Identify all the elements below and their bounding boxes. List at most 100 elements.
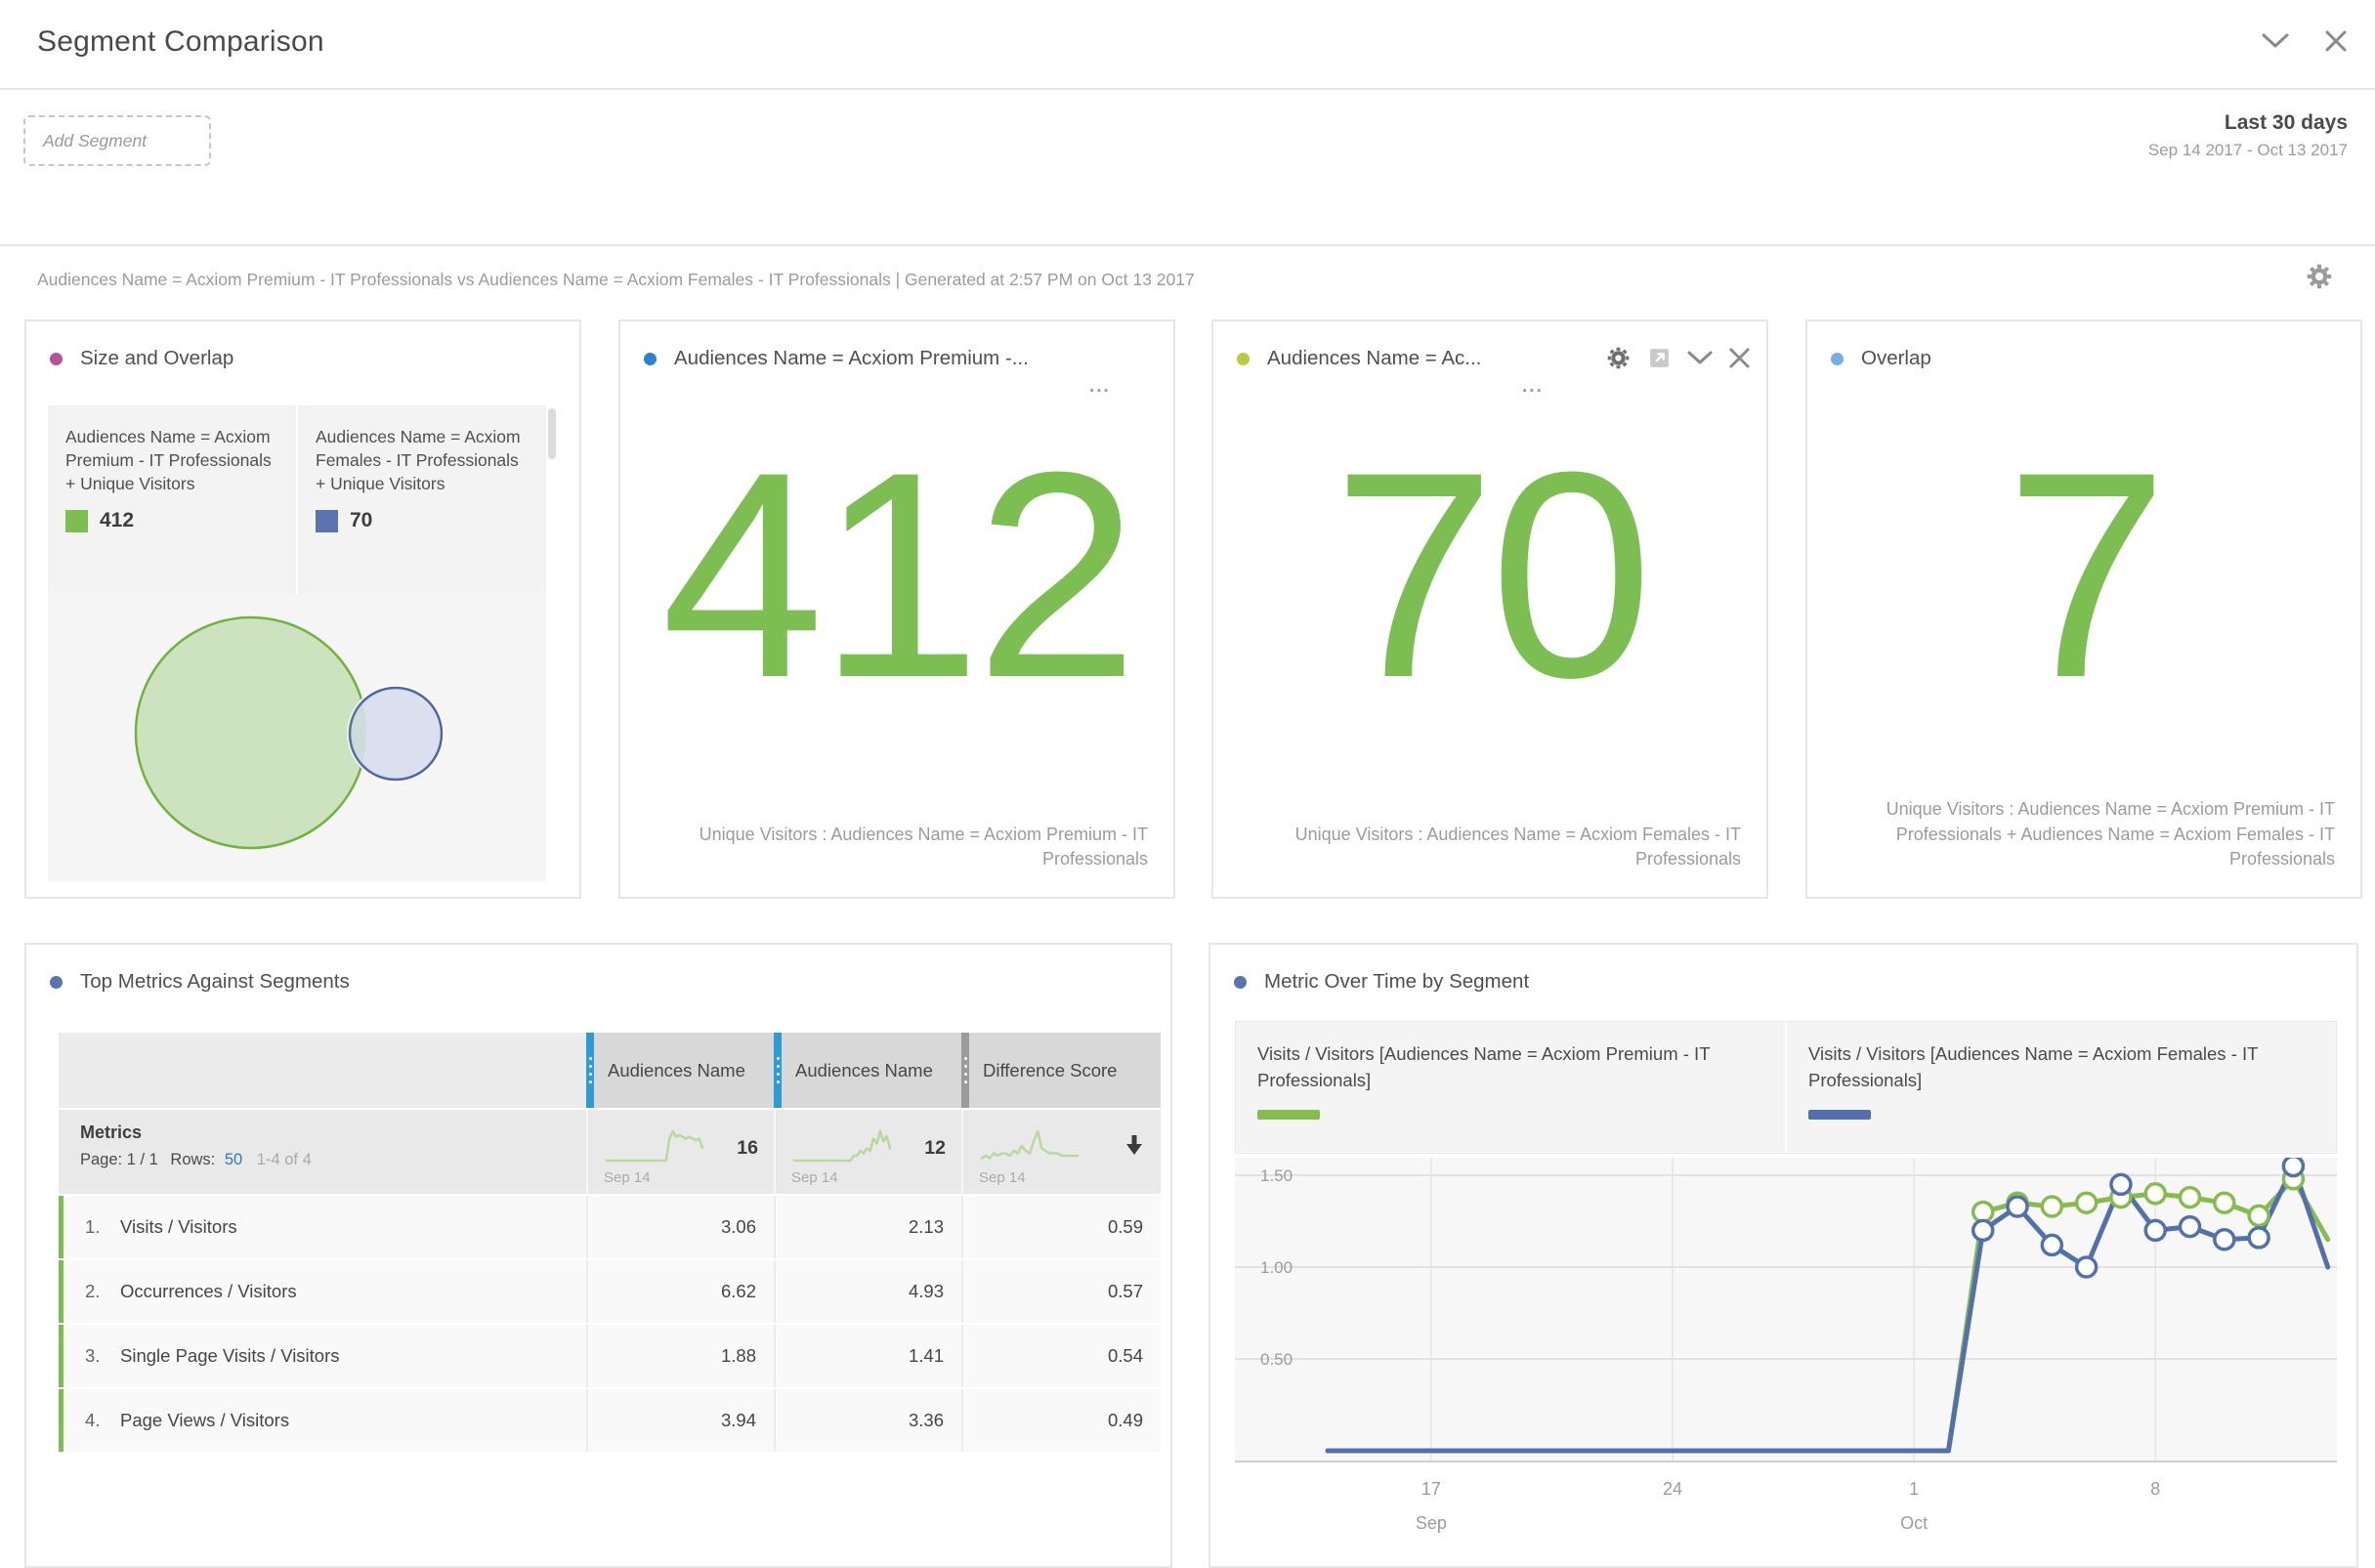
date-range-label: Last 30 days (2224, 111, 2348, 134)
column-header-premium[interactable]: Audiences Name (586, 1033, 774, 1108)
metric-over-time-plot: 0.50 1.00 1.50 17 Sep 24 1 Oct 8 (1235, 1154, 2337, 1539)
cell-value: 0.59 (961, 1196, 1161, 1258)
card-settings-gear-icon[interactable] (1605, 345, 1632, 371)
row-index: 3. (85, 1345, 101, 1366)
card-color-dot (1234, 975, 1247, 989)
sparkline-females (791, 1124, 893, 1168)
row-index: 1. (85, 1216, 101, 1237)
column-drag-handle[interactable] (774, 1033, 782, 1108)
column-header-label: Audiences Name (795, 1059, 933, 1081)
report-description: Audiences Name = Acxiom Premium - IT Pro… (37, 270, 1195, 289)
rows-range: 1-4 of 4 (256, 1151, 312, 1168)
title-overflow-ellipsis: ... (1089, 376, 1111, 397)
card-title: Size and Overlap (80, 347, 234, 369)
chart-legend: Visits / Visitors [Audiences Name = Acxi… (1235, 1021, 2337, 1154)
table-row[interactable]: 4. Page Views / Visitors 3.94 3.36 0.49 (59, 1389, 1161, 1452)
table-corner-cell (59, 1033, 586, 1108)
table-row[interactable]: 1. Visits / Visitors 3.06 2.13 0.59 (59, 1196, 1161, 1258)
card-title: Overlap (1861, 347, 1931, 369)
cell-value: 0.57 (961, 1260, 1161, 1323)
sparkline-cell-premium: Sep 14 16 (586, 1110, 774, 1194)
legend-item-females: Visits / Visitors [Audiences Name = Acxi… (1787, 1022, 2336, 1153)
svg-text:Oct: Oct (1900, 1513, 1928, 1533)
chevron-down-icon[interactable] (1687, 351, 1713, 365)
svg-text:24: 24 (1663, 1479, 1682, 1499)
date-range-picker[interactable]: Last 30 days Sep 14 2017 - Oct 13 2017 (2148, 111, 2348, 160)
legend-label: Visits / Visitors [Audiences Name = Acxi… (1808, 1043, 2259, 1090)
add-segment-label: Add Segment (43, 130, 148, 150)
column-drag-handle[interactable] (961, 1033, 969, 1108)
row-index: 4. (85, 1410, 101, 1430)
legend-swatch (316, 510, 338, 533)
card-color-dot (644, 352, 657, 365)
scrollbar[interactable] (546, 405, 558, 881)
metric-name: Single Page Visits / Visitors (120, 1345, 340, 1366)
rows-label: Rows: (170, 1151, 216, 1168)
legend-label: Visits / Visitors [Audiences Name = Acxi… (1257, 1043, 1711, 1090)
cell-value: 1.41 (774, 1325, 961, 1387)
card-title: Metric Over Time by Segment (1264, 970, 1530, 993)
svg-text:1.50: 1.50 (1260, 1166, 1293, 1185)
column-header-label: Audiences Name (608, 1059, 745, 1081)
column-header-difference[interactable]: Difference Score (961, 1033, 1161, 1108)
card-color-dot (50, 975, 63, 989)
big-number-caption: Unique Visitors : Audiences Name = Acxio… (1886, 799, 2335, 869)
legend-value: 70 (350, 509, 373, 532)
cell-value: 3.06 (586, 1196, 774, 1258)
metrics-label: Metrics (80, 1123, 143, 1142)
page-indicator: Page: 1 / 1 (80, 1151, 158, 1168)
venn-legend-label: Audiences Name = Acxiom Females - IT Pro… (316, 427, 521, 494)
cell-value: 0.49 (961, 1389, 1161, 1452)
metric-name: Page Views / Visitors (120, 1410, 290, 1430)
metrics-table: Audiences Name Audiences Name Difference… (59, 1033, 1161, 1452)
card-title: Top Metrics Against Segments (80, 970, 350, 993)
segment-bar: Add Segment Last 30 days Sep 14 2017 - O… (0, 90, 2375, 246)
export-icon[interactable] (1647, 346, 1672, 370)
svg-text:8: 8 (2150, 1479, 2160, 1499)
legend-item-premium: Visits / Visitors [Audiences Name = Acxi… (1236, 1022, 1785, 1153)
rows-count-link[interactable]: 50 (224, 1151, 243, 1168)
add-segment-button[interactable]: Add Segment (23, 115, 211, 166)
date-range-dates: Sep 14 2017 - Oct 13 2017 (2147, 141, 2348, 159)
big-number-caption: Unique Visitors : Audiences Name = Acxio… (1294, 824, 1741, 869)
table-row[interactable]: 3. Single Page Visits / Visitors 1.88 1.4… (59, 1325, 1161, 1387)
svg-text:Sep: Sep (1416, 1513, 1447, 1533)
collapse-chevron-icon[interactable] (2262, 33, 2289, 49)
sort-descending-icon[interactable] (1124, 1133, 1145, 1176)
card-title: Audiences Name = Ac... (1267, 347, 1482, 369)
big-number-caption: Unique Visitors : Audiences Name = Acxio… (699, 824, 1148, 869)
legend-value: 412 (100, 509, 135, 532)
cell-value: 0.54 (961, 1325, 1161, 1387)
column-header-females[interactable]: Audiences Name (774, 1033, 961, 1108)
svg-text:1.00: 1.00 (1260, 1258, 1293, 1277)
big-number-value: 412 (660, 410, 1139, 740)
column-drag-handle[interactable] (586, 1033, 594, 1108)
report-header: Audiences Name = Acxiom Premium - IT Pro… (0, 246, 2375, 319)
top-metrics-card: Top Metrics Against Segments Audiences N… (24, 943, 1172, 1568)
settings-gear-icon[interactable] (2305, 262, 2334, 291)
metric-name: Visits / Visitors (120, 1216, 237, 1237)
table-row[interactable]: 2. Occurrences / Visitors 6.62 4.93 0.57 (59, 1260, 1161, 1323)
close-card-icon[interactable] (1728, 347, 1751, 369)
venn-legend-label: Audiences Name = Acxiom Premium - IT Pro… (65, 427, 272, 494)
sparkline-difference (979, 1124, 1081, 1168)
row-index: 2. (85, 1281, 101, 1301)
svg-text:1: 1 (1909, 1479, 1919, 1499)
scrollbar-thumb[interactable] (548, 408, 556, 459)
sparkline-start-date: Sep 14 (604, 1168, 651, 1186)
card-title: Audiences Name = Acxiom Premium -... (674, 347, 1029, 369)
venn-panel: Audiences Name = Acxiom Premium - IT Pro… (48, 405, 558, 881)
cell-value: 4.93 (774, 1260, 961, 1323)
sparkline-premium (604, 1124, 705, 1168)
venn-legend-item: Audiences Name = Acxiom Females - IT Pro… (298, 405, 546, 593)
legend-line-swatch (1257, 1109, 1320, 1120)
sparkline-start-date: Sep 14 (979, 1168, 1026, 1186)
title-overflow-ellipsis: ... (1522, 376, 1544, 397)
sparkline-cell-females: Sep 14 12 (774, 1110, 961, 1194)
cell-value: 6.62 (586, 1260, 774, 1323)
cell-value: 3.94 (586, 1389, 774, 1452)
overlap-card: Overlap 7 Unique Visitors : Audiences Na… (1805, 319, 2362, 899)
close-icon[interactable] (2324, 29, 2348, 53)
svg-text:17: 17 (1421, 1479, 1441, 1499)
